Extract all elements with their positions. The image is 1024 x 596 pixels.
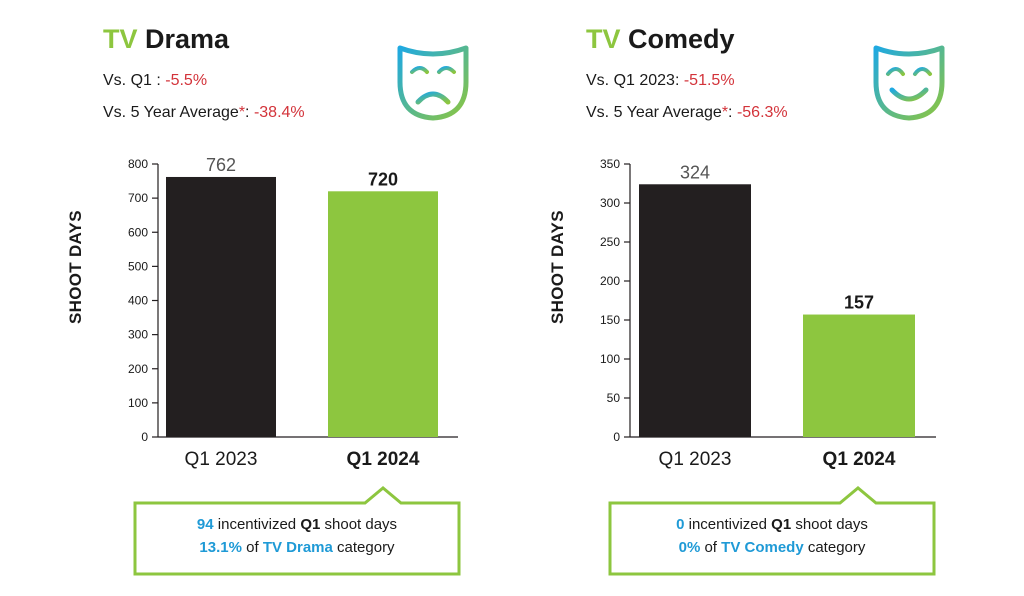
- callout-line-2: 0% of TV Comedy category: [608, 539, 936, 556]
- asterisk: *: [238, 104, 246, 121]
- callout-line-2: 13.1% of TV Drama category: [133, 539, 461, 556]
- stat-sep: :: [728, 104, 737, 121]
- bar-data-label: 720: [368, 169, 398, 189]
- incentive-callout: 0 incentivized Q1 shoot days 0% of TV Co…: [608, 486, 936, 576]
- y-tick-label: 800: [128, 157, 148, 171]
- callout-text: category: [332, 539, 395, 556]
- x-category-label: Q1 2023: [659, 449, 732, 470]
- callout-text: incentivized: [213, 516, 301, 533]
- callout-text: shoot days: [791, 516, 868, 533]
- stat-vs-q1: Vs. Q1 2023: -51.5%: [586, 72, 735, 90]
- y-tick-label: 250: [600, 235, 620, 249]
- y-tick-label: 50: [607, 391, 621, 405]
- y-tick-label: 200: [128, 362, 148, 376]
- callout-text: category: [803, 539, 866, 556]
- y-tick-label: 300: [128, 328, 148, 342]
- stat-value: -5.5%: [165, 72, 208, 89]
- incentive-percent: 0%: [678, 539, 701, 556]
- bar-q1-2023: [639, 184, 751, 437]
- tv-drama-panel: TV Drama Vs. Q1 : -5.5% Vs. 5 Year Avera…: [66, 24, 469, 324]
- x-category-label: Q1 2024: [347, 449, 420, 470]
- callout-text: incentivized: [684, 516, 772, 533]
- bar-q1-2024: [803, 314, 915, 437]
- y-tick-label: 300: [600, 196, 620, 210]
- callout-category: TV Comedy: [721, 539, 804, 556]
- bar-data-label: 762: [206, 155, 236, 175]
- bar-data-label: 324: [680, 162, 710, 182]
- y-tick-label: 500: [128, 259, 148, 273]
- y-tick-label: 400: [128, 294, 148, 308]
- asterisk: *: [721, 104, 729, 121]
- tv-comedy-panel: TV Comedy Vs. Q1 2023: -51.5% Vs. 5 Year…: [512, 0, 1024, 596]
- panel-title: TV Comedy: [586, 24, 735, 55]
- title-accent: TV: [103, 24, 138, 54]
- title-rest: Drama: [145, 24, 230, 54]
- callout-frame: [133, 486, 461, 576]
- callout-text: of: [700, 539, 722, 556]
- x-category-label: Q1 2024: [823, 449, 896, 470]
- stat-value: -51.5%: [683, 72, 735, 89]
- y-tick-label: 100: [128, 396, 148, 410]
- stat-label: Vs. 5 Year Average: [586, 104, 722, 121]
- bar-data-label: 157: [844, 293, 874, 313]
- sad-drama-mask-icon: [397, 45, 469, 121]
- y-tick-label: 0: [613, 430, 620, 444]
- y-tick-label: 700: [128, 191, 148, 205]
- callout-quarter: Q1: [771, 516, 792, 533]
- stat-label: Vs. Q1 :: [103, 72, 166, 89]
- y-tick-label: 0: [141, 430, 148, 444]
- stat-label: Vs. Q1 2023:: [586, 72, 684, 89]
- callout-text: of: [241, 539, 263, 556]
- title-accent: TV: [586, 24, 621, 54]
- stat-label: Vs. 5 Year Average: [103, 104, 239, 121]
- stat-vs-q1: Vs. Q1 : -5.5%: [103, 72, 207, 90]
- stat-vs-5yr: Vs. 5 Year Average*: -38.4%: [103, 104, 305, 122]
- incentive-percent: 13.1%: [199, 539, 242, 556]
- stat-value: -56.3%: [736, 104, 788, 121]
- happy-comedy-mask-icon: [873, 45, 945, 121]
- callout-category: TV Drama: [262, 539, 333, 556]
- incentive-count: 0: [676, 516, 685, 533]
- incentive-count: 94: [196, 516, 214, 533]
- bar-q1-2024: [328, 191, 438, 437]
- callout-line-1: 0 incentivized Q1 shoot days: [608, 516, 936, 533]
- stat-vs-5yr: Vs. 5 Year Average*: -56.3%: [586, 104, 788, 122]
- y-tick-label: 600: [128, 225, 148, 239]
- y-tick-label: 200: [600, 274, 620, 288]
- y-tick-label: 150: [600, 313, 620, 327]
- bar-q1-2023: [166, 176, 276, 437]
- callout-line-1: 94 incentivized Q1 shoot days: [133, 516, 461, 533]
- stat-value: -38.4%: [253, 104, 305, 121]
- callout-text: shoot days: [320, 516, 398, 533]
- stat-sep: :: [245, 104, 254, 121]
- callout-quarter: Q1: [300, 516, 321, 533]
- incentive-callout: 94 incentivized Q1 shoot days 13.1% of T…: [133, 486, 461, 576]
- panel-title: TV Drama: [103, 24, 229, 55]
- y-tick-label: 100: [600, 352, 620, 366]
- title-rest: Comedy: [628, 24, 735, 54]
- y-tick-label: 350: [600, 157, 620, 171]
- callout-frame: [608, 486, 936, 576]
- x-category-label: Q1 2023: [185, 449, 258, 470]
